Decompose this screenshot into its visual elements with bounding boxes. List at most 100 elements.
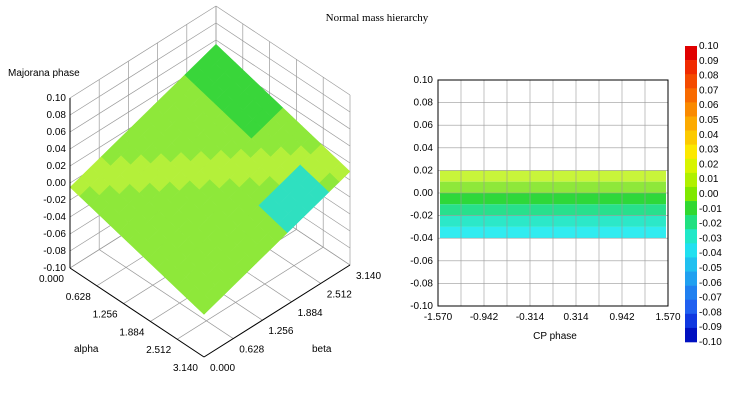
colorbar-cell	[685, 130, 697, 145]
y-tick-label: -0.10	[410, 301, 433, 312]
colorbar-label: 0.01	[699, 174, 719, 185]
colorbar-cell	[685, 327, 697, 343]
colorbar-label: -0.03	[699, 233, 722, 244]
x-tick-label: -0.314	[516, 312, 545, 323]
scatter-grid	[437, 79, 669, 307]
z-tick-label: 0.10	[47, 93, 67, 104]
alpha-tick-label: 1.884	[119, 327, 144, 338]
beta-tick-label: 1.884	[298, 308, 323, 319]
colorbar-label: 0.09	[699, 56, 719, 67]
colorbar-label: 0.03	[699, 145, 719, 156]
z-axis-label: Majorana phase	[8, 68, 80, 79]
colorbar-cell	[685, 313, 697, 329]
x-tick-label: 0.314	[563, 312, 588, 323]
alpha-axis-label: alpha	[74, 344, 99, 355]
surface-axes	[69, 98, 351, 358]
colorbar-cell	[685, 60, 697, 75]
colorbar-label: -0.09	[699, 322, 722, 333]
colorbar-label: 0.08	[699, 71, 719, 82]
colorbar-label: -0.10	[699, 337, 722, 348]
colorbar-cell	[685, 215, 697, 230]
x-tick-label: 0.942	[609, 312, 634, 323]
grid-line	[215, 39, 351, 130]
colorbar-cell	[685, 243, 697, 258]
grid-line	[177, 246, 324, 340]
colorbar-cell	[685, 144, 697, 160]
beta-tick-label: 3.140	[356, 271, 381, 282]
surface-patch	[329, 162, 351, 183]
colorbar-label: 0.02	[699, 159, 719, 170]
z-tick-label: 0.04	[47, 144, 67, 155]
alpha-tick-label: 2.512	[146, 345, 171, 356]
z-tick-labels: 0.10 0.08 0.06 0.04 0.02 0.00 -0.02 -0.04 -0.06 -…	[43, 93, 66, 274]
colorbar-cell	[685, 229, 697, 244]
y-tick-label: -0.06	[410, 256, 433, 267]
colorbar-cell	[685, 172, 697, 188]
y-tick-label: 0.06	[414, 120, 434, 131]
colorbar-cell	[685, 88, 697, 103]
z-tick-label: 0.08	[47, 110, 67, 121]
x-axis-label: CP phase	[533, 331, 577, 342]
colorbar-cell	[685, 257, 697, 272]
y-tick-label: -0.02	[410, 211, 433, 222]
y-tick-labels: 0.10 0.08 0.06 0.04 0.02 0.00 -0.02 -0.04 -0.06 -…	[410, 75, 433, 312]
alpha-tick-label: 0.000	[39, 274, 64, 285]
colorbar-label: 0.07	[699, 85, 719, 96]
x-tick-label: 1.570	[655, 312, 680, 323]
y-tick-label: -0.08	[410, 278, 433, 289]
z-tick-label: -0.08	[43, 246, 66, 257]
colorbar: 0.10 0.09 0.08 0.07 0.06 0.05 0.04 0.03 0.02 0.01…	[685, 41, 722, 348]
colorbar-cell	[685, 46, 697, 61]
beta-tick-label: 1.256	[268, 326, 293, 337]
z-tick-label: 0.00	[47, 178, 67, 189]
beta-tick-labels: 0.000 0.628 1.256 1.884 2.512 3.140	[210, 271, 381, 374]
colorbar-label: -0.01	[699, 204, 722, 215]
beta-tick-label: 0.628	[239, 345, 264, 356]
alpha-tick-label: 0.628	[66, 292, 91, 303]
x-tick-label: -1.570	[424, 312, 453, 323]
beta-tick-label: 0.000	[210, 363, 235, 374]
z-tick-label: 0.06	[47, 127, 67, 138]
colorbar-cell	[685, 74, 697, 89]
alpha-axis-line	[69, 267, 205, 358]
x-tick-label: -0.942	[470, 312, 499, 323]
colorbar-cell	[685, 299, 697, 315]
beta-tick-label: 2.512	[327, 289, 352, 300]
grid-line	[69, 5, 217, 99]
scatter-frame	[437, 79, 669, 307]
colorbar-label: -0.06	[699, 278, 722, 289]
colorbar-label: -0.07	[699, 293, 722, 304]
y-tick-label: 0.02	[414, 165, 434, 176]
z-tick-label: -0.06	[43, 229, 66, 240]
surface-plot: 0.10 0.08 0.06 0.04 0.02 0.00 -0.02 -0.04 -0.06 -…	[8, 5, 381, 374]
beta-axis-line	[203, 264, 351, 358]
colorbar-cell	[685, 186, 697, 202]
grid-line	[69, 22, 217, 116]
colorbar-cell	[685, 116, 697, 131]
cp-phase-plot: 0.10 0.08 0.06 0.04 0.02 0.00 -0.02 -0.04 -0.06 -…	[410, 75, 681, 342]
colorbar-cell	[685, 102, 697, 117]
grid-line	[215, 5, 351, 96]
colorbar-label: -0.04	[699, 248, 722, 259]
z-tick-label: 0.02	[47, 161, 67, 172]
colorbar-cell	[685, 271, 697, 286]
beta-axis-label: beta	[312, 344, 332, 355]
colorbar-cell	[685, 158, 697, 174]
colorbar-labels: 0.10 0.09 0.08 0.07 0.06 0.05 0.04 0.03 0.02 0.01…	[699, 41, 722, 348]
grid-line	[215, 22, 351, 113]
alpha-tick-label: 3.140	[173, 363, 198, 374]
colorbar-label: 0.00	[699, 189, 719, 200]
colorbar-label: -0.02	[699, 219, 722, 230]
grid-line	[99, 249, 234, 339]
z-tick-label: -0.10	[43, 263, 66, 274]
z-tick-label: -0.02	[43, 195, 66, 206]
y-tick-label: 0.00	[414, 188, 434, 199]
z-tick-label: -0.04	[43, 212, 66, 223]
colorbar-label: -0.08	[699, 307, 722, 318]
page-title: Normal mass hierarchy	[325, 12, 429, 24]
y-tick-label: 0.10	[414, 75, 434, 86]
colorbar-label: -0.05	[699, 263, 722, 274]
colorbar-cell	[685, 285, 697, 301]
